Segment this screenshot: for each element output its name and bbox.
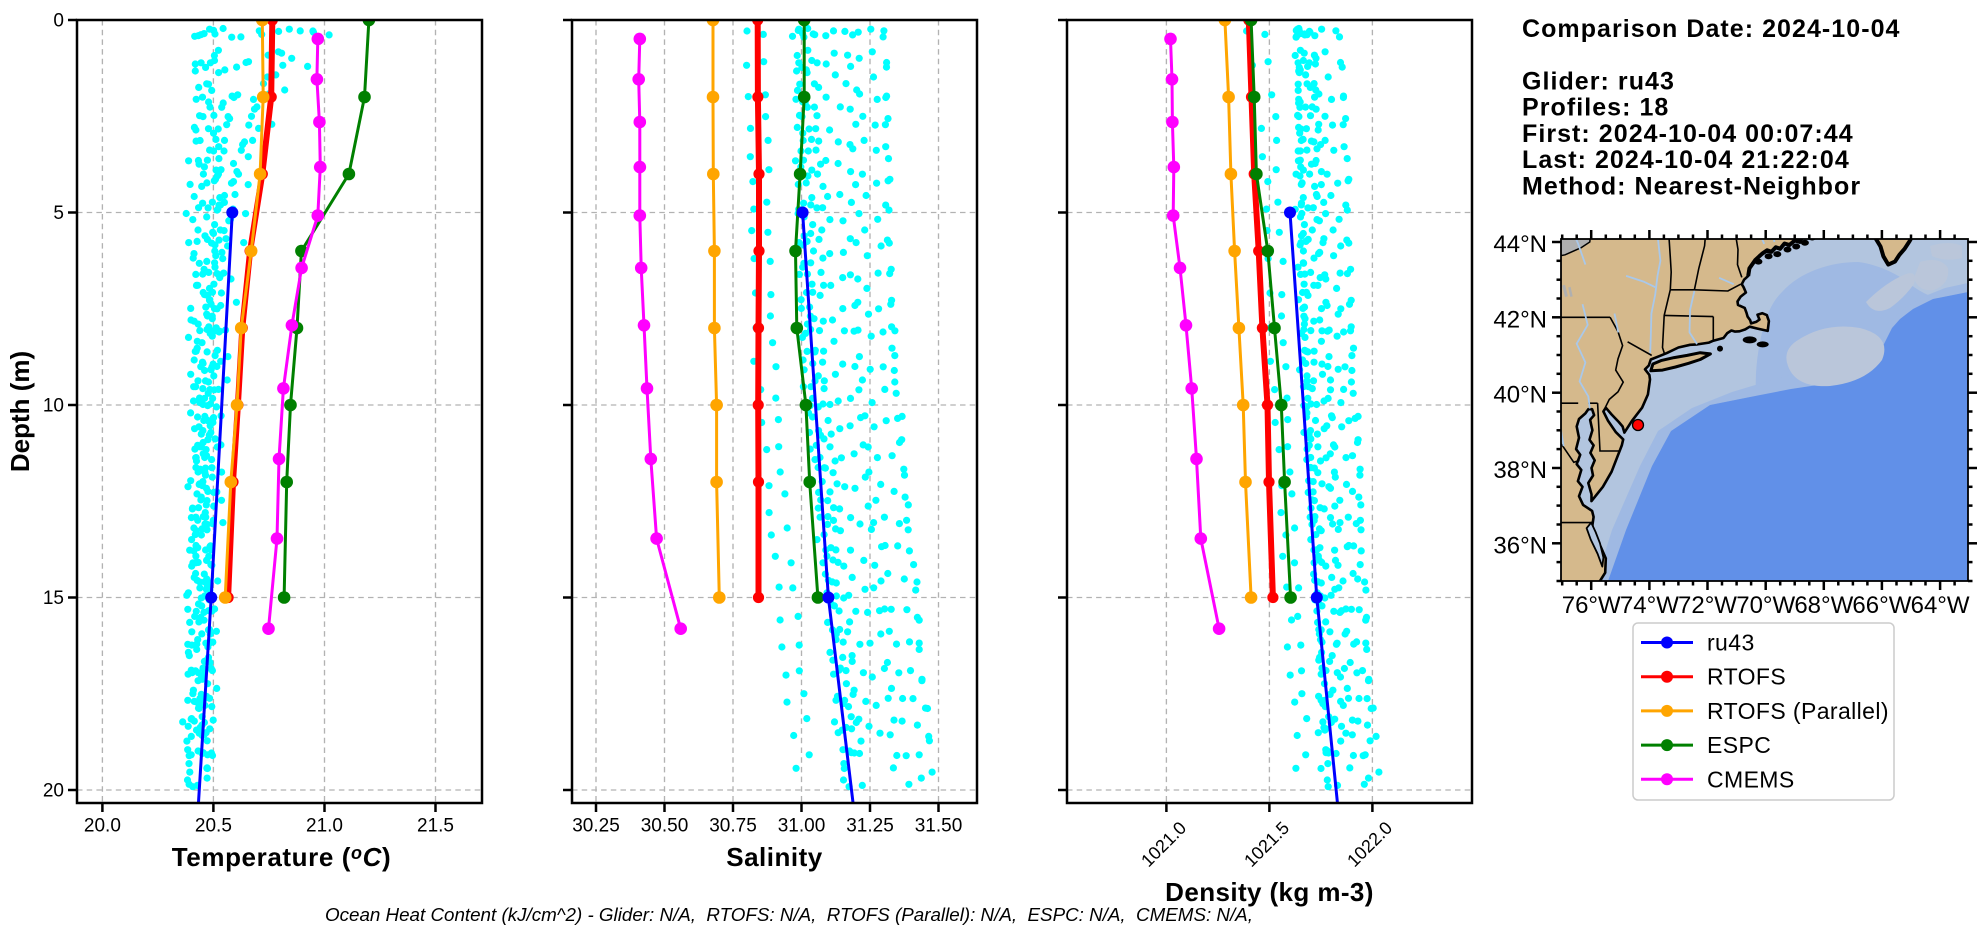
svg-text:76°W: 76°W [1562,592,1621,619]
svg-text:72°W: 72°W [1678,592,1737,619]
svg-text:36°N: 36°N [1493,532,1547,559]
svg-text:21.0: 21.0 [306,816,343,837]
svg-text:38°N: 38°N [1493,457,1547,484]
svg-text:First: 2024-10-04 00:07:44: First: 2024-10-04 00:07:44 [1522,120,1854,148]
svg-text:20.0: 20.0 [84,816,121,837]
svg-text:Comparison Date: 2024-10-04: Comparison Date: 2024-10-04 [1522,15,1900,43]
svg-text:0: 0 [53,11,64,32]
svg-text:31.50: 31.50 [915,816,963,837]
svg-text:30.75: 30.75 [709,816,757,837]
svg-text:31.00: 31.00 [778,816,826,837]
svg-text:64°W: 64°W [1911,592,1970,619]
svg-text:42°N: 42°N [1493,306,1547,333]
svg-text:RTOFS (Parallel): RTOFS (Parallel) [1707,698,1889,724]
svg-text:10: 10 [43,396,64,417]
svg-text:21.5: 21.5 [417,816,454,837]
svg-text:30.50: 30.50 [641,816,689,837]
svg-text:Temperature (oC): Temperature (oC) [172,842,392,872]
svg-text:ESPC: ESPC [1707,732,1771,758]
svg-text:Glider: ru43: Glider: ru43 [1522,68,1675,96]
svg-text:Profiles: 18: Profiles: 18 [1522,94,1669,122]
svg-text:Salinity: Salinity [726,842,823,872]
svg-text:CMEMS: CMEMS [1707,766,1795,792]
svg-text:Depth (m): Depth (m) [5,351,35,472]
svg-text:15: 15 [43,588,64,609]
svg-text:ru43: ru43 [1707,630,1755,656]
svg-text:70°W: 70°W [1736,592,1795,619]
svg-text:Last: 2024-10-04 21:22:04: Last: 2024-10-04 21:22:04 [1522,146,1850,174]
svg-text:5: 5 [53,203,64,224]
svg-text:74°W: 74°W [1620,592,1679,619]
svg-text:Density (kg m-3): Density (kg m-3) [1165,877,1374,907]
svg-text:44°N: 44°N [1493,231,1547,258]
svg-text:RTOFS: RTOFS [1707,664,1786,690]
svg-text:31.25: 31.25 [846,816,894,837]
svg-text:30.25: 30.25 [572,816,620,837]
svg-text:Method: Nearest-Neighbor: Method: Nearest-Neighbor [1522,172,1861,200]
svg-text:68°W: 68°W [1794,592,1853,619]
svg-text:20.5: 20.5 [195,816,232,837]
svg-text:66°W: 66°W [1852,592,1911,619]
svg-text:20: 20 [43,781,64,802]
svg-text:40°N: 40°N [1493,382,1547,409]
svg-text:Ocean Heat Content (kJ/cm^2) -: Ocean Heat Content (kJ/cm^2) - Glider: N… [325,904,1253,925]
